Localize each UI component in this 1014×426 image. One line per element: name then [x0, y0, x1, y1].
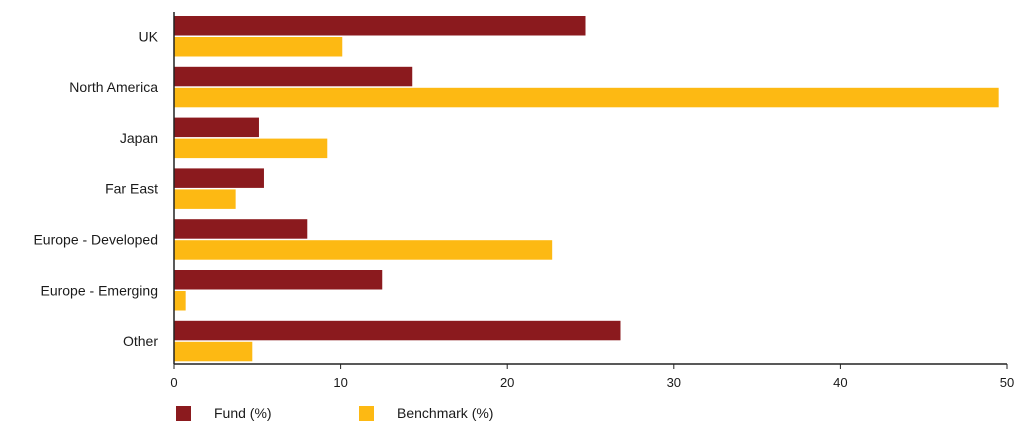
legend-item-fund: Fund (%) [176, 405, 272, 421]
category-label-europe-emerging: Europe - Emerging [40, 282, 158, 298]
bar-benchmark-far-east [174, 189, 236, 209]
bar-benchmark-uk [174, 37, 343, 57]
bars-layer [174, 16, 999, 362]
bar-benchmark-japan [174, 138, 328, 159]
category-label-north-america: North America [69, 79, 158, 95]
bar-benchmark-europe-emerging [174, 291, 186, 311]
bar-fund-europe-developed [174, 219, 308, 239]
bar-fund-north-america [174, 66, 413, 87]
category-label-other: Other [123, 333, 158, 349]
x-tick-label-40: 40 [833, 375, 847, 390]
bar-fund-other [174, 320, 621, 341]
bar-benchmark-europe-developed [174, 240, 553, 260]
category-label-uk: UK [139, 28, 159, 44]
bar-fund-japan [174, 117, 259, 138]
legend-label-fund: Fund (%) [214, 405, 272, 421]
category-label-far-east: Far East [105, 181, 158, 197]
bar-chart: UK North America Japan Far East Europe - Dev… [33, 12, 1014, 390]
x-tick-label-0: 0 [170, 375, 177, 390]
bar-benchmark-north-america [174, 87, 999, 108]
category-label-japan: Japan [120, 130, 158, 146]
legend-item-benchmark: Benchmark (%) [359, 405, 493, 421]
bar-benchmark-other [174, 341, 253, 362]
legend-swatch-fund [176, 405, 191, 421]
category-labels: UK North America Japan Far East Europe - Dev… [33, 28, 158, 349]
x-tick-label-30: 30 [667, 375, 681, 390]
legend-label-benchmark: Benchmark (%) [397, 405, 494, 421]
bar-fund-europe-emerging [174, 270, 383, 290]
legend: Fund (%) Benchmark (%) [0, 405, 1014, 423]
bar-fund-far-east [174, 168, 264, 188]
x-tick-label-50: 50 [1000, 375, 1014, 390]
axes: 0 10 20 30 40 50 [170, 12, 1014, 390]
bar-fund-uk [174, 16, 586, 36]
x-tick-label-20: 20 [500, 375, 514, 390]
x-tick-label-10: 10 [333, 375, 347, 390]
legend-swatch-benchmark [359, 405, 374, 421]
category-label-europe-developed: Europe - Developed [33, 231, 158, 247]
